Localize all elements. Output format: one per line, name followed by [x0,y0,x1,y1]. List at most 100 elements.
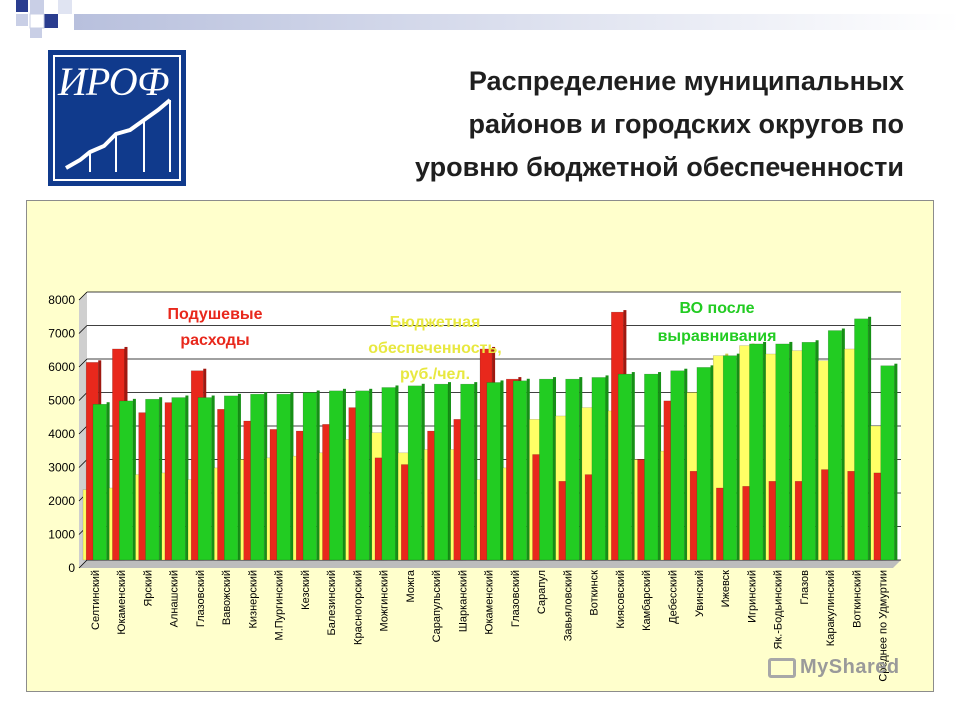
after-bar [92,403,107,561]
after-bar [827,330,843,561]
after-bar [880,365,895,561]
x-tick-label: Кезский [300,570,312,610]
after-bar [512,380,528,561]
after-bar [722,355,738,561]
watermark: MyShared [768,656,900,679]
after-bar-side [369,388,373,560]
after-bar-side [631,372,635,560]
y-tick-label: 0 [68,561,75,575]
y-tick-label: 7000 [48,327,75,341]
x-tick-label: Вавожский [221,570,233,625]
gridline-side [78,392,88,401]
after-bar-side [684,368,688,560]
after-bar-side [658,372,662,560]
gridline-side [78,559,88,569]
x-tick-label: Сарапул [536,570,548,614]
legend-annotation-expense: Подушевые расходы [168,306,263,349]
after-bar-side [342,388,346,560]
after-bar [381,387,396,561]
y-tick-label: 3000 [48,461,75,475]
x-tick-label: Игринский [746,570,758,623]
plot-floor [79,560,901,568]
after-bar-side [237,393,241,560]
after-bar-side [132,398,136,560]
after-bar [250,393,265,561]
x-tick-label: Селтинский [90,570,102,630]
x-tick-label: Глазовский [510,570,522,627]
x-tick-label: Шарканский [457,570,469,632]
after-bar-side [290,392,294,560]
logo-text: ИРОФ [58,59,169,104]
after-bar-side [553,377,557,560]
after-bar-side [474,382,478,560]
decorative-top-bar [0,0,960,40]
after-bar [696,367,711,561]
after-bar-side [526,378,530,560]
x-tick-label: Юкаменский [116,570,128,635]
after-bar-side [894,363,898,560]
legend-annotation-security: Бюджетная обеспеченность, руб./чел. [368,314,502,383]
x-tick-label: Завьяловский [562,570,574,641]
x-tick-label: Дебесский [667,570,679,624]
after-bar-side [763,341,767,560]
x-tick-label: Ярский [142,570,154,607]
after-bar [644,373,659,561]
after-bar-side [395,385,399,560]
after-bar-side [106,402,110,560]
after-bar-side [500,380,504,560]
after-bar-side [159,397,163,560]
x-tick-label: Алнашский [169,570,181,627]
x-tick-label: Камбарский [641,570,653,631]
after-bar-side [868,316,872,560]
after-bar [801,342,816,561]
x-tick-label: Сарапульский [431,570,443,642]
after-bar [539,378,554,561]
gridline-side [78,358,88,368]
chart-frame: 0 1000 2000 3000 4000 5000 6000 7000 8000 Селтинс… [26,200,934,692]
x-tick-label: Киясовский [615,570,627,629]
after-bar-side [421,383,425,560]
after-bar [460,383,475,561]
after-bar [329,390,344,561]
y-tick-label: 8000 [48,293,75,307]
x-tick-label: Балезинский [326,570,338,636]
after-bar [617,373,633,561]
x-tick-label: Среднее по Удмуртии [878,570,890,682]
x-tick-label: Каракулинский [825,570,837,646]
after-bar [749,343,764,561]
after-bar [434,383,449,561]
gridline-side [78,459,88,468]
after-bar [565,378,580,561]
after-bar-side [447,382,451,560]
x-tick-label: Глазовский [195,570,207,627]
title-line: уровню бюджетной обеспеченности [415,152,904,182]
after-bar-side [579,377,583,560]
after-bar [302,392,317,561]
y-tick-label: 1000 [48,528,75,542]
after-bar [171,397,186,561]
logo-graph-icon [53,55,181,181]
after-bar-side [841,328,845,560]
after-bar-side [211,395,215,560]
after-bar [118,400,134,561]
after-bar [854,318,869,561]
x-tick-label: Увинский [694,570,706,617]
y-tick-label: 6000 [48,360,75,374]
after-bar [486,382,501,561]
x-tick-label: Кизнерский [247,570,259,629]
bar-chart: 0 1000 2000 3000 4000 5000 6000 7000 8000 Селтинс… [48,291,901,682]
after-bar-side [710,365,714,560]
x-tick-label: Ижевск [720,570,732,608]
after-bar [224,395,239,561]
watermark-text: MyShared [800,656,900,678]
after-bar [145,398,160,561]
x-tick-label: Воткинский [851,570,863,628]
x-tick-label: Красногорский [352,570,364,645]
x-tick-label: Юкаменский [484,570,496,635]
y-tick-label: 4000 [48,427,75,441]
x-tick-label: Можга [405,569,417,602]
after-bar-side [316,390,320,560]
x-tick-label: Можгинский [379,570,391,631]
legend-annotation-after: ВО после выравнивания [658,300,777,345]
y-tick-label: 5000 [48,394,75,408]
